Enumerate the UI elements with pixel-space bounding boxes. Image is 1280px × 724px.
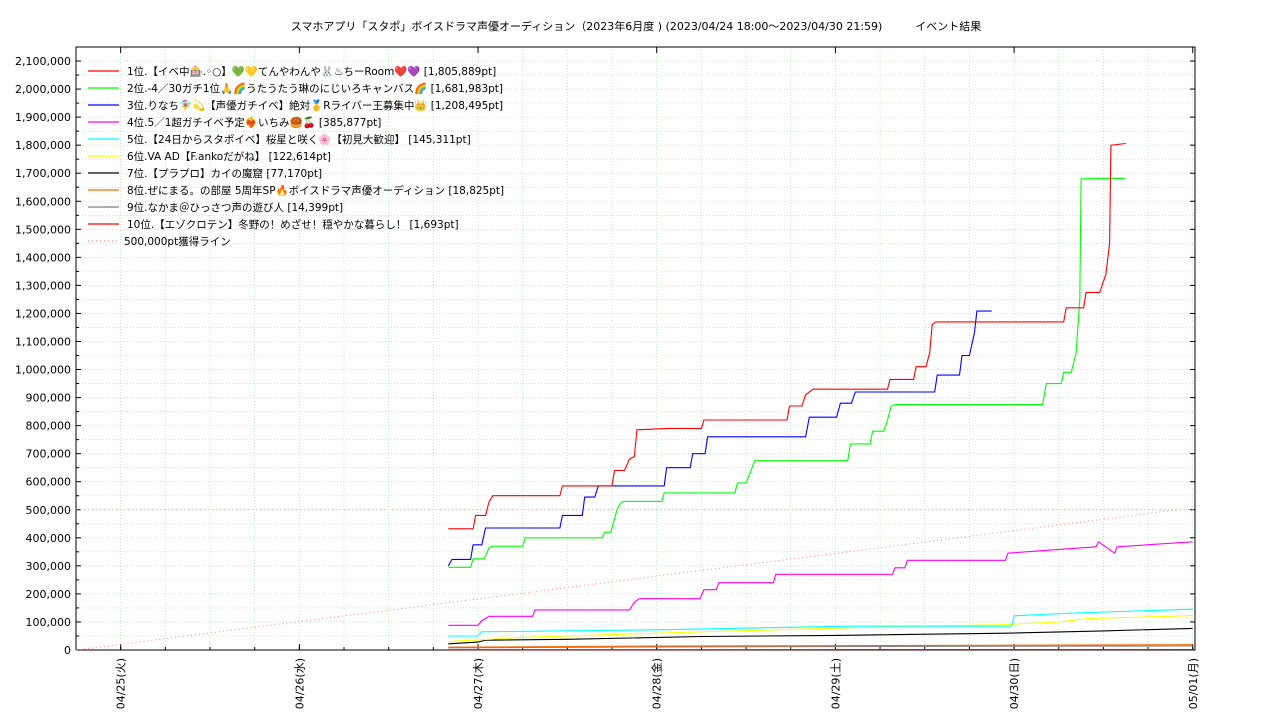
series-line-6 xyxy=(448,616,1192,642)
y-tick-label: 1,700,000 xyxy=(15,167,71,180)
legend-label: 500,000pt獲得ライン xyxy=(124,235,231,248)
y-tick-label: 2,100,000 xyxy=(15,55,71,68)
y-tick-label: 1,100,000 xyxy=(15,335,71,348)
x-tick-label: 04/29(土) xyxy=(829,658,842,709)
y-tick-label: 500,000 xyxy=(26,504,72,517)
legend-label: 6位.VA AD【F.ankoだがね】 [122,614pt] xyxy=(127,150,331,163)
y-tick-label: 2,000,000 xyxy=(15,83,71,96)
legend-label: 9位.なかま＠ひっさつ声の遊び人 [14,399pt] xyxy=(127,201,343,214)
y-tick-label: 1,600,000 xyxy=(15,195,71,208)
x-tick-label: 04/28(金) xyxy=(650,658,664,709)
legend-label: 1位.【イベ中🎰.◦○】💚💛てんやわんや🐰♨ちーRoom❤️💜 [1,805,8… xyxy=(127,65,496,78)
y-tick-label: 1,300,000 xyxy=(15,279,71,292)
legend-label: 4位.5／1超ガチイベ予定❤️‍🔥いちみ🥮🍒 [385,877pt] xyxy=(127,116,381,129)
x-tick-label: 04/30(日) xyxy=(1008,658,1021,709)
series-line-3 xyxy=(448,311,991,566)
x-tick-label: 04/26(水) xyxy=(293,658,306,709)
y-tick-label: 200,000 xyxy=(26,588,72,601)
legend-label: 2位.-4／30ガチ1位🙏🌈うたうたう琳のにじいろキャンバス🌈 [1,681,9… xyxy=(127,82,503,95)
legend-label: 7位.【プラプロ】カイの魔窟 [77,170pt] xyxy=(127,167,322,180)
legend-label: 10位.【エゾクロテン】冬野の！めざせ！穏やかな暮らし！ [1,693pt] xyxy=(127,218,459,231)
y-tick-label: 1,900,000 xyxy=(15,111,71,124)
legend-label: 3位.りなち🧚‍♀️💫【声優ガチイベ】絶対🥇Rライバー王募集中👑 [1,208,… xyxy=(127,99,503,112)
y-tick-label: 900,000 xyxy=(26,392,72,405)
legend-label: 5位.【24日からスタポイベ】桜星と咲く🌸【初見大歓迎】 [145,311pt] xyxy=(127,133,471,146)
y-tick-label: 1,500,000 xyxy=(15,223,71,236)
x-tick-label: 05/01(月) xyxy=(1187,658,1200,709)
y-tick-label: 1,000,000 xyxy=(15,364,71,377)
y-tick-label: 800,000 xyxy=(26,420,72,433)
y-tick-label: 300,000 xyxy=(26,560,72,573)
x-tick-label: 04/27(木) xyxy=(472,658,485,709)
series-line-2 xyxy=(448,178,1126,567)
y-tick-label: 700,000 xyxy=(26,448,72,461)
legend-label: 8位.ぜにまる。の部屋 5周年SP🔥ボイスドラマ声優オーディション [18,82… xyxy=(127,184,504,197)
y-tick-label: 400,000 xyxy=(26,532,72,545)
y-tick-label: 1,200,000 xyxy=(15,307,71,320)
y-tick-label: 1,800,000 xyxy=(15,139,71,152)
y-tick-label: 1,400,000 xyxy=(15,251,71,264)
y-tick-label: 600,000 xyxy=(26,476,72,489)
x-tick-label: 04/25(火) xyxy=(115,658,128,709)
y-tick-label: 100,000 xyxy=(26,616,72,629)
chart-title: スマホアプリ「スタポ」ボイスドラマ声優オーディション（2023年6月度 ) (2… xyxy=(291,19,982,33)
legend: 1位.【イベ中🎰.◦○】💚💛てんやわんや🐰♨ちーRoom❤️💜 [1,805,8… xyxy=(88,65,504,248)
y-tick-label: 0 xyxy=(64,644,71,657)
